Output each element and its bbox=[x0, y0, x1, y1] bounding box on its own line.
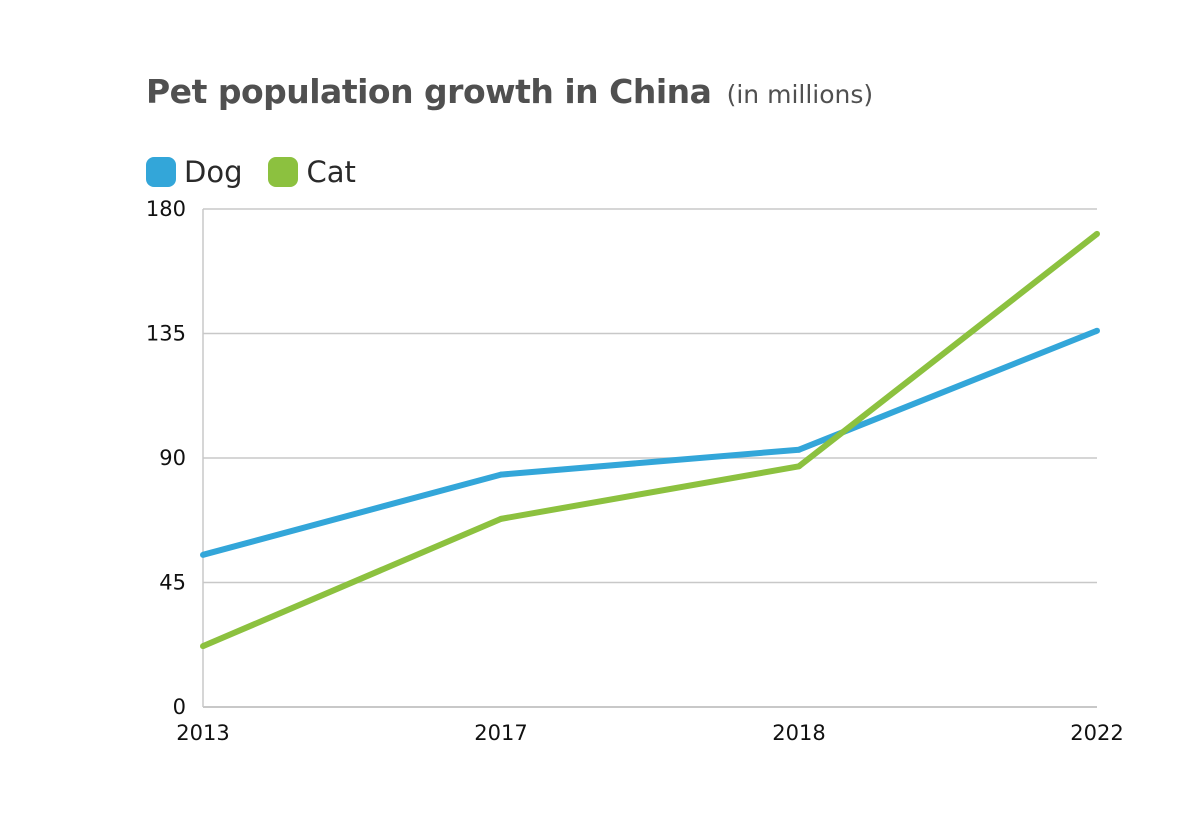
chart-subtitle: (in millions) bbox=[726, 80, 874, 109]
y-tick-label: 180 bbox=[146, 197, 186, 221]
legend-label-cat: Cat bbox=[306, 155, 356, 189]
gridlines bbox=[203, 208, 1097, 584]
legend-item-dog[interactable]: Dog bbox=[146, 155, 242, 189]
legend-item-cat[interactable]: Cat bbox=[268, 155, 356, 189]
legend-swatch-dog bbox=[146, 157, 176, 187]
series-line-dog[interactable] bbox=[202, 327, 1099, 558]
x-tick-label-2013: 2013 bbox=[176, 721, 229, 745]
data-point-cat-2017[interactable] bbox=[498, 515, 504, 522]
tick-labels: 0 45 90 135 180 2013 2017 2018 2022 bbox=[146, 197, 1124, 745]
data-point-cat-2013[interactable] bbox=[200, 643, 206, 650]
y-tick-label: 45 bbox=[159, 571, 186, 595]
data-point-cat-2018[interactable] bbox=[796, 463, 802, 470]
data-point-cat-2022[interactable] bbox=[1094, 230, 1100, 237]
legend-swatch-cat bbox=[268, 157, 299, 187]
x-tick-label-2018: 2018 bbox=[772, 721, 825, 745]
x-tick-label-2017: 2017 bbox=[474, 721, 527, 745]
axes bbox=[202, 209, 1097, 708]
y-tick-label: 0 bbox=[173, 695, 186, 719]
y-tick-label: 135 bbox=[146, 322, 186, 346]
y-tick-label: 90 bbox=[159, 446, 186, 470]
x-tick-label-2022: 2022 bbox=[1070, 721, 1123, 745]
data-point-dog-2022[interactable] bbox=[1094, 327, 1100, 334]
series-line-cat[interactable] bbox=[201, 231, 1099, 649]
legend-label-dog: Dog bbox=[184, 155, 243, 189]
chart-title: Pet population growth in China (in milli… bbox=[146, 72, 873, 111]
data-point-dog-2018[interactable] bbox=[796, 446, 802, 453]
chart-title-main: Pet population growth in China bbox=[146, 72, 712, 111]
data-point-dog-2013[interactable] bbox=[200, 551, 206, 558]
series-lines bbox=[200, 230, 1100, 650]
data-point-dog-2017[interactable] bbox=[498, 471, 504, 478]
legend: Dog Cat bbox=[146, 155, 382, 189]
